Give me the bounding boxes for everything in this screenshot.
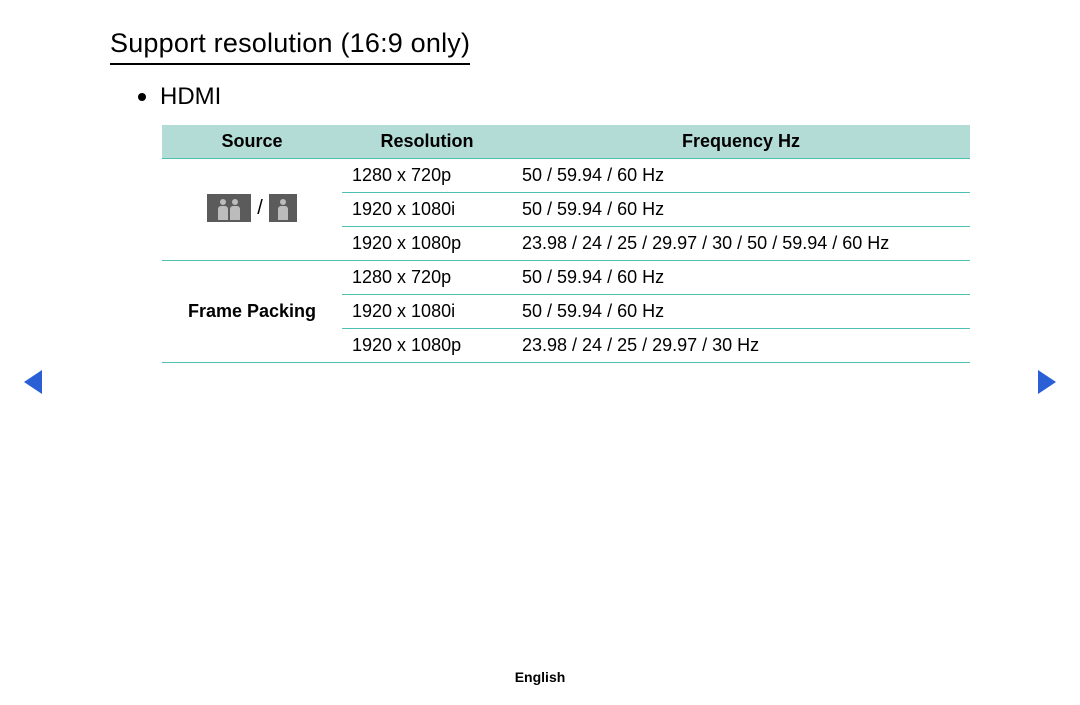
top-bottom-icon [269, 194, 297, 222]
table-header-row: Source Resolution Frequency Hz [162, 125, 970, 159]
cell-frequency: 23.98 / 24 / 25 / 29.97 / 30 Hz [512, 329, 970, 363]
icon-separator: / [255, 197, 265, 220]
bullet-icon [138, 93, 146, 101]
cell-resolution: 1920 x 1080i [342, 193, 512, 227]
cell-resolution: 1920 x 1080p [342, 227, 512, 261]
resolution-table: Source Resolution Frequency Hz / [162, 125, 970, 363]
table-row: / 1280 x 720p 50 / 59.94 / 60 Hz [162, 159, 970, 193]
source-cell-icons: / [162, 159, 342, 261]
header-frequency: Frequency Hz [512, 125, 970, 159]
arrow-left-icon [24, 370, 42, 394]
source-cell-frame-packing: Frame Packing [162, 261, 342, 363]
side-by-side-icon [207, 194, 251, 222]
cell-frequency: 23.98 / 24 / 25 / 29.97 / 30 / 50 / 59.9… [512, 227, 970, 261]
next-page-button[interactable] [1038, 370, 1056, 394]
header-resolution: Resolution [342, 125, 512, 159]
subtitle: HDMI [160, 83, 221, 111]
header-source: Source [162, 125, 342, 159]
page-title: Support resolution (16:9 only) [110, 28, 470, 65]
page: Support resolution (16:9 only) HDMI Sour… [0, 0, 1080, 705]
cell-frequency: 50 / 59.94 / 60 Hz [512, 261, 970, 295]
source-icons: / [207, 194, 297, 222]
prev-page-button[interactable] [24, 370, 42, 394]
arrow-right-icon [1038, 370, 1056, 394]
cell-resolution: 1280 x 720p [342, 159, 512, 193]
table-row: Frame Packing 1280 x 720p 50 / 59.94 / 6… [162, 261, 970, 295]
cell-resolution: 1920 x 1080i [342, 295, 512, 329]
cell-frequency: 50 / 59.94 / 60 Hz [512, 295, 970, 329]
cell-frequency: 50 / 59.94 / 60 Hz [512, 193, 970, 227]
cell-frequency: 50 / 59.94 / 60 Hz [512, 159, 970, 193]
cell-resolution: 1280 x 720p [342, 261, 512, 295]
footer-language: English [0, 669, 1080, 685]
cell-resolution: 1920 x 1080p [342, 329, 512, 363]
subtitle-row: HDMI [138, 83, 970, 111]
